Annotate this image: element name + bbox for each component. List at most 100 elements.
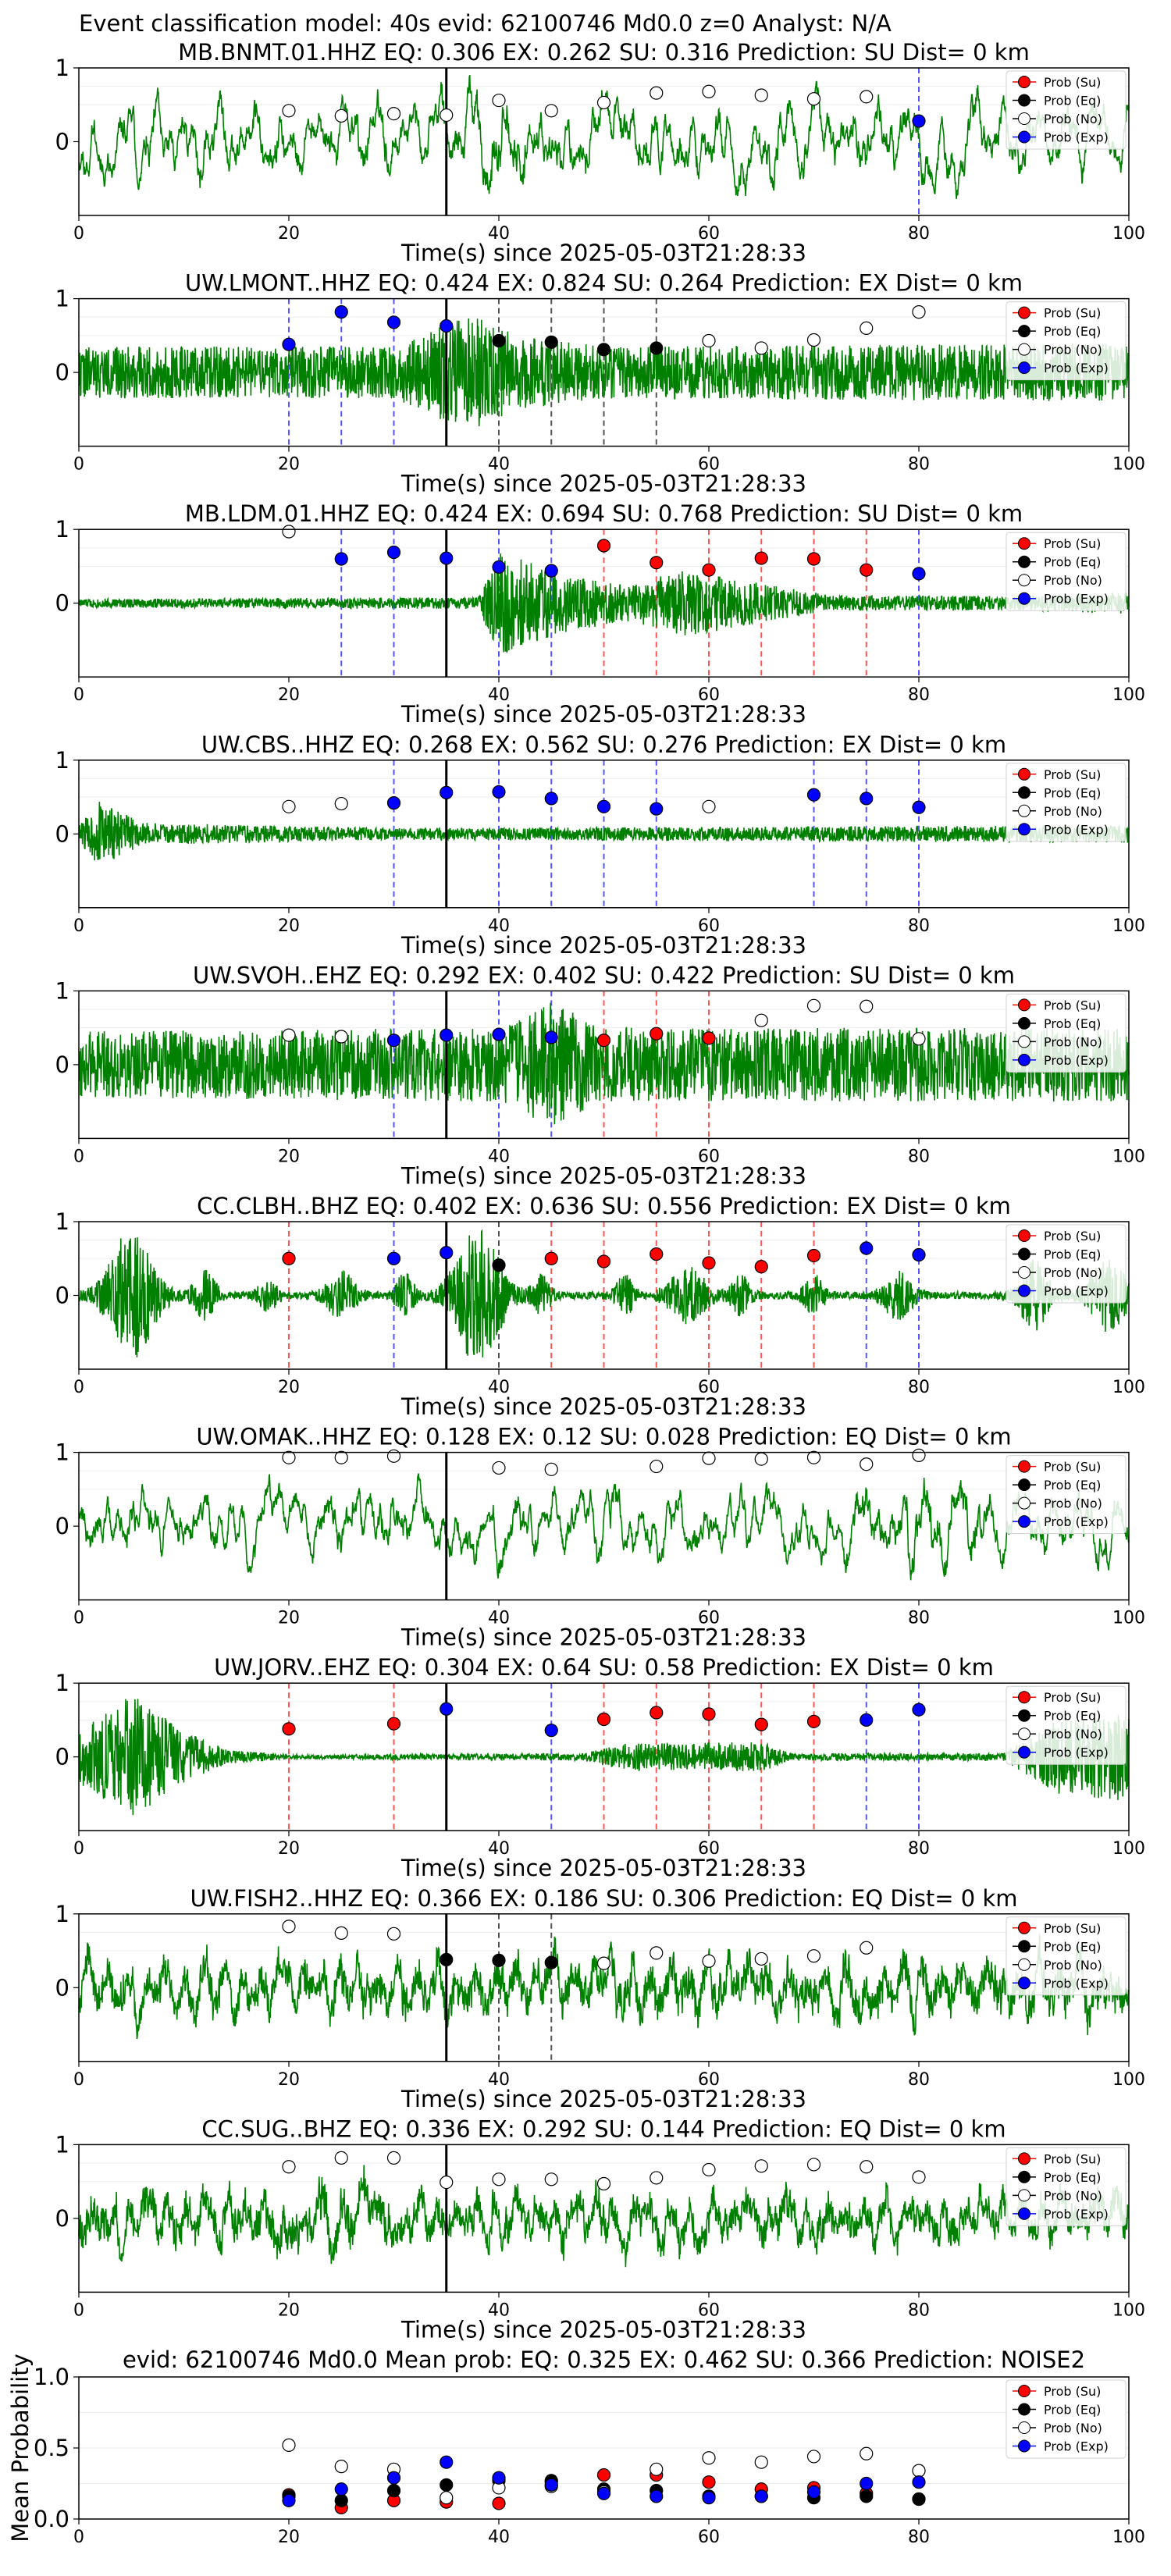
prob-marker-exp [544, 564, 558, 578]
x-axis-label: Time(s) since 2025-05-03T21:28:33 [400, 1393, 806, 1420]
prob-marker-no [806, 92, 821, 106]
legend-marker-no [1018, 2189, 1030, 2202]
x-tick-label: 20 [278, 685, 300, 705]
legend-marker-su [1018, 306, 1030, 319]
x-tick-label: 80 [908, 2300, 930, 2320]
prob-marker-no [334, 1030, 348, 1044]
x-tick-label: 60 [698, 685, 720, 705]
x-tick-label: 100 [1112, 685, 1145, 705]
prob-marker-exp [386, 315, 401, 329]
mean-marker-exp [544, 2478, 558, 2492]
x-tick-label: 40 [488, 1609, 510, 1628]
legend-marker-eq [1018, 786, 1030, 799]
mean-marker-exp [806, 2485, 821, 2500]
prob-marker-exp [386, 796, 401, 810]
legend-label-no: Prob (No) [1044, 1727, 1102, 1742]
prob-marker-no [282, 525, 296, 539]
legend-label-su: Prob (Su) [1044, 1690, 1101, 1705]
x-axis-label: Time(s) since 2025-05-03T21:28:33 [400, 240, 806, 266]
prob-marker-no [650, 1459, 664, 1474]
prob-marker-no [650, 2171, 664, 2185]
prob-marker-exp [860, 1241, 874, 1255]
prob-marker-no [754, 341, 768, 355]
legend-marker-exp [1018, 823, 1030, 836]
waveform-trace [78, 1229, 1130, 1357]
legend-marker-exp [1018, 361, 1030, 375]
legend-marker-exp [1018, 1745, 1030, 1759]
prob-marker-su [282, 1722, 296, 1736]
legend-marker-no [1018, 1496, 1030, 1510]
waveform-trace [78, 802, 1130, 861]
legend-marker-no [1018, 804, 1030, 817]
y-tick-label: 1 [55, 286, 69, 312]
mean-marker-exp [596, 2486, 611, 2500]
mean-marker-no [912, 2464, 926, 2478]
x-tick-label: 60 [698, 2070, 720, 2090]
y-tick-label: 0.5 [34, 2435, 69, 2461]
legend-label-su: Prob (Su) [1044, 767, 1101, 782]
legend-marker-eq [1018, 1247, 1030, 1261]
legend-label-su: Prob (Su) [1044, 998, 1101, 1012]
prob-marker-no [544, 2172, 558, 2186]
legend-box [1005, 993, 1127, 1073]
legend-box [1005, 1916, 1127, 1996]
x-tick-label: 100 [1112, 2300, 1145, 2320]
prob-marker-no [754, 1452, 768, 1466]
legend-marker-su [1018, 537, 1030, 550]
prob-marker-eq [650, 341, 664, 355]
legend-marker-eq [1018, 1709, 1030, 1722]
legend-marker-su [1018, 998, 1030, 1012]
prob-marker-no [492, 2172, 506, 2186]
mean-marker-eq [440, 2478, 454, 2492]
legend-label-su: Prob (Su) [1044, 2151, 1101, 2166]
prob-marker-su [650, 1706, 664, 1720]
panel-title: UW.CBS..HHZ EQ: 0.268 EX: 0.562 SU: 0.27… [201, 731, 1006, 758]
x-tick-label: 100 [1112, 1839, 1145, 1859]
prob-marker-no [806, 2158, 821, 2172]
legend-label-no: Prob (No) [1044, 1958, 1102, 1973]
legend-label-eq: Prob (Eq) [1044, 555, 1101, 570]
mean-marker-eq [860, 2489, 874, 2503]
x-tick-label: 0 [73, 1609, 84, 1628]
prob-marker-no [702, 1954, 716, 1968]
x-tick-label: 80 [908, 224, 930, 244]
prob-marker-no [912, 305, 926, 319]
legend-box [1005, 301, 1127, 381]
y-tick-label: 0 [55, 1051, 69, 1078]
prob-marker-su [806, 552, 821, 566]
mean-marker-exp [386, 2471, 401, 2485]
legend-marker-su [1018, 1921, 1030, 1934]
prob-marker-su [386, 1717, 401, 1731]
y-tick-label: 1 [55, 55, 69, 81]
waveform-trace [78, 1002, 1130, 1125]
mean-marker-no [702, 2451, 716, 2465]
legend-label-eq: Prob (Eq) [1044, 2170, 1101, 2185]
prob-marker-no [596, 1956, 611, 1970]
prob-marker-eq [492, 1258, 506, 1272]
prob-marker-no [334, 109, 348, 123]
prob-marker-no [754, 88, 768, 102]
prob-marker-no [702, 799, 716, 813]
x-tick-label: 0 [73, 224, 84, 244]
prob-marker-no [806, 1949, 821, 1963]
legend-label-eq: Prob (Eq) [1044, 1016, 1101, 1031]
legend-marker-su [1018, 76, 1030, 88]
waveform-trace [78, 2165, 1130, 2268]
panel-title: MB.BNMT.01.HHZ EQ: 0.306 EX: 0.262 SU: 0… [178, 39, 1030, 66]
y-tick-label: 0 [55, 359, 69, 386]
x-tick-label: 100 [1112, 1147, 1145, 1166]
prob-marker-no [860, 321, 874, 335]
mean-marker-exp [650, 2489, 664, 2503]
prob-marker-su [702, 1031, 716, 1045]
prob-marker-no [596, 95, 611, 110]
prob-marker-no [334, 2151, 348, 2165]
x-tick-label: 60 [698, 1609, 720, 1628]
legend-marker-exp [1018, 1976, 1030, 1990]
prob-marker-no [650, 1946, 664, 1960]
x-tick-label: 0 [73, 455, 84, 475]
legend-label-exp: Prob (Exp) [1044, 1284, 1109, 1299]
legend-box [1005, 2147, 1127, 2226]
x-tick-label: 100 [1112, 1609, 1145, 1628]
